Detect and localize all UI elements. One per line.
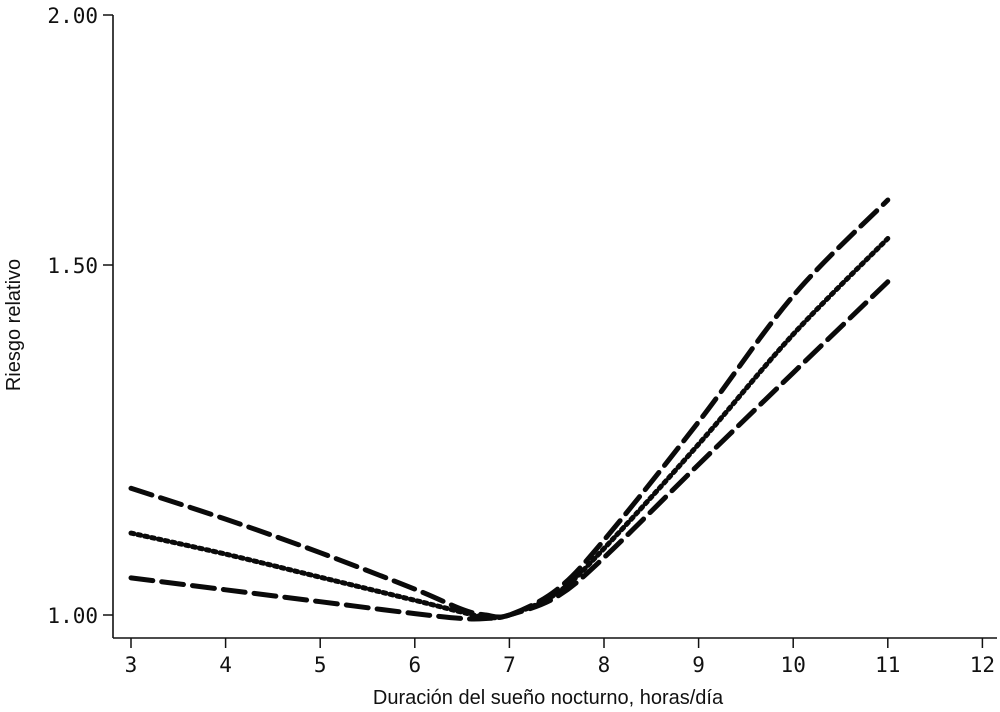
series-layer: [128, 197, 891, 622]
x-tick-label: 11: [875, 653, 900, 677]
x-tick-label: 9: [692, 653, 705, 677]
x-tick-label: 8: [598, 653, 611, 677]
y-tick-label: 2.00: [47, 4, 98, 28]
x-tick-label: 4: [219, 653, 232, 677]
y-axis-label: Riesgo relativo: [3, 259, 25, 391]
x-tick-label: 5: [314, 653, 327, 677]
x-axis-label: Duración del sueño nocturno, horas/día: [373, 687, 724, 709]
series-line-3: [128, 279, 891, 622]
axes: 3 4 5 6 7 8 9 10 11 12 1.00 1.50 2.00: [47, 4, 997, 677]
x-tick-label: 12: [970, 653, 995, 677]
x-tick-label: 7: [503, 653, 516, 677]
y-tick-label: 1.00: [47, 604, 98, 628]
series-line-1: [128, 236, 891, 621]
x-tick-label: 6: [408, 653, 421, 677]
series-line-2: [128, 197, 891, 620]
x-tick-label: 10: [781, 653, 806, 677]
x-tick-label: 3: [125, 653, 138, 677]
y-tick-label: 1.50: [47, 254, 98, 278]
